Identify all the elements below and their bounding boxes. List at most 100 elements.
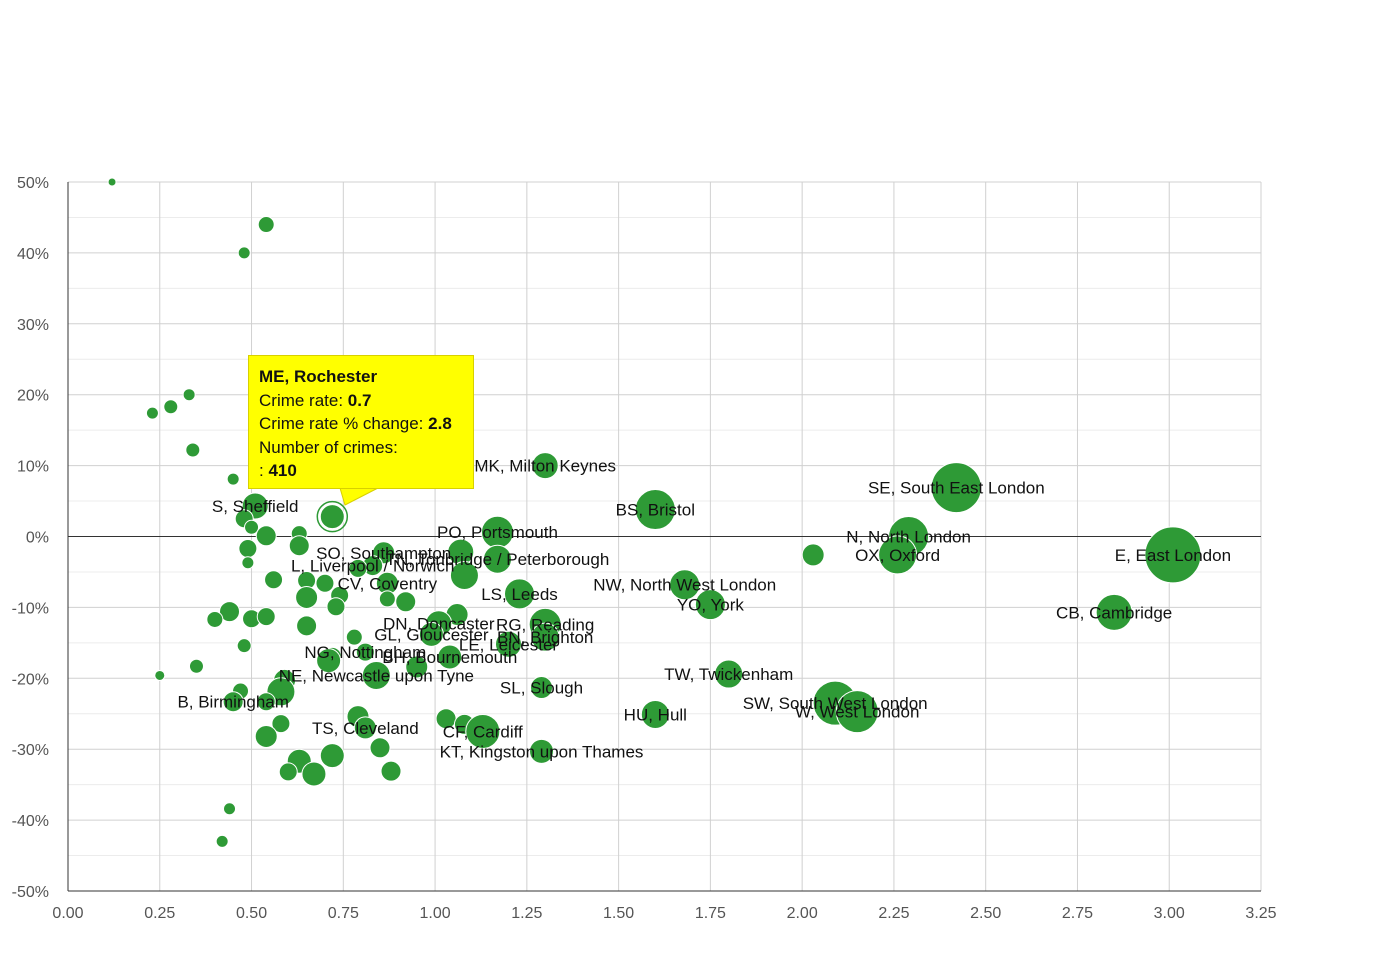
y-tick-label: 30% [17, 317, 49, 334]
bubble [714, 659, 744, 689]
bubble-label: NE, Newcastle upon Tyne [279, 666, 474, 685]
bubble-label: W, West London [795, 703, 919, 722]
x-tick-label: 3.00 [1154, 905, 1185, 922]
bubble-label: SO, Southampton [316, 544, 451, 563]
x-tick-label: 2.00 [787, 905, 818, 922]
bubble [288, 535, 310, 557]
bubble-label: OX, Oxford [855, 546, 940, 565]
y-tick-label: 50% [17, 175, 49, 192]
bubble [206, 610, 224, 628]
bubble [215, 834, 229, 848]
bubble [315, 573, 335, 593]
bubble [465, 713, 501, 749]
bubble-label: SL, Slough [500, 679, 583, 698]
bubble [154, 669, 166, 681]
bubble [145, 406, 159, 420]
bubble-label: SW, South West London [743, 694, 928, 713]
bubble [1144, 526, 1202, 584]
bubble [930, 462, 982, 514]
bubble [801, 543, 825, 567]
x-tick-label: 2.75 [1062, 905, 1093, 922]
y-tick-label: 0% [26, 530, 49, 547]
y-tick-label: 40% [17, 246, 49, 263]
bubble [219, 601, 241, 623]
y-tick-label: 10% [17, 459, 49, 476]
bubble-label: NG, Nottingham [304, 643, 426, 662]
bubble-label: SE, South East London [868, 479, 1045, 498]
x-tick-label: 2.25 [878, 905, 909, 922]
bubble [361, 660, 391, 690]
bubble [530, 676, 554, 700]
bubble [355, 642, 375, 662]
bubble [529, 738, 555, 764]
bubble [295, 585, 319, 609]
bubble [244, 519, 260, 535]
bubble [256, 692, 276, 712]
bubble [640, 699, 670, 729]
bubble [369, 737, 391, 759]
bubble [182, 388, 196, 402]
bubble [878, 535, 918, 575]
x-tick-label: 0.75 [328, 905, 359, 922]
bubble [437, 644, 463, 670]
bubble [345, 628, 363, 646]
bubble-label: TS, Cleveland [312, 719, 419, 738]
bubble [316, 648, 342, 674]
bubble [107, 177, 117, 187]
bubble-label: LS, Leeds [481, 585, 558, 604]
bubble-label: LE, Leicester [459, 635, 559, 654]
y-tick-label: -30% [12, 742, 49, 759]
bubble [241, 556, 255, 570]
y-tick-label: -10% [12, 600, 49, 617]
tooltip-rate: Crime rate: 0.7 [259, 389, 463, 413]
bubble [271, 714, 291, 734]
tooltip-count-prefix: : [259, 461, 269, 480]
bubble [504, 578, 536, 610]
bubble [185, 442, 201, 458]
bubble [530, 622, 560, 652]
bubble [405, 655, 429, 679]
bubble [278, 762, 298, 782]
tooltip-count-value: 410 [268, 461, 297, 480]
tooltip-count: : 410 [259, 459, 463, 483]
bubble [236, 638, 252, 654]
x-tick-label: 2.50 [970, 905, 1001, 922]
bubble-label: N, North London [846, 528, 971, 547]
bubble [319, 743, 345, 769]
bubble-label: HU, Hull [624, 705, 687, 724]
tooltip-change-label: Crime rate % change: [259, 414, 429, 433]
tooltip-count-label: Number of crimes: [259, 437, 398, 457]
bubble [353, 716, 377, 740]
bubble [255, 525, 277, 547]
bubble-label: PO, Portsmouth [437, 523, 558, 542]
bubble-label: CF, Cardiff [443, 722, 523, 741]
bubble [257, 216, 275, 234]
bubble [634, 489, 676, 531]
bubble [395, 591, 417, 613]
bubble [494, 630, 522, 658]
bubble [449, 560, 479, 590]
y-tick-label: -20% [12, 671, 49, 688]
bubble-label: E, East London [1115, 546, 1231, 565]
bubble [1095, 593, 1133, 631]
tooltip-change-value: 2.8 [428, 414, 452, 433]
y-tick-label: -50% [12, 884, 49, 901]
bubble [319, 504, 345, 530]
bubble [223, 802, 237, 816]
bubble-label: KT, Kingston upon Thames [440, 742, 644, 761]
y-tick-label: 20% [17, 388, 49, 405]
x-tick-label: 1.00 [420, 905, 451, 922]
x-tick-label: 1.25 [511, 905, 542, 922]
bubble [348, 558, 368, 578]
bubble [531, 452, 559, 480]
bubble-label: GL, Gloucester [374, 625, 489, 644]
bubble [301, 761, 327, 787]
bubble [256, 607, 276, 627]
x-tick-label: 3.25 [1245, 905, 1276, 922]
x-tick-label: 1.75 [695, 905, 726, 922]
bubble [188, 658, 204, 674]
bubble [264, 570, 284, 590]
x-tick-label: 0.00 [52, 905, 83, 922]
